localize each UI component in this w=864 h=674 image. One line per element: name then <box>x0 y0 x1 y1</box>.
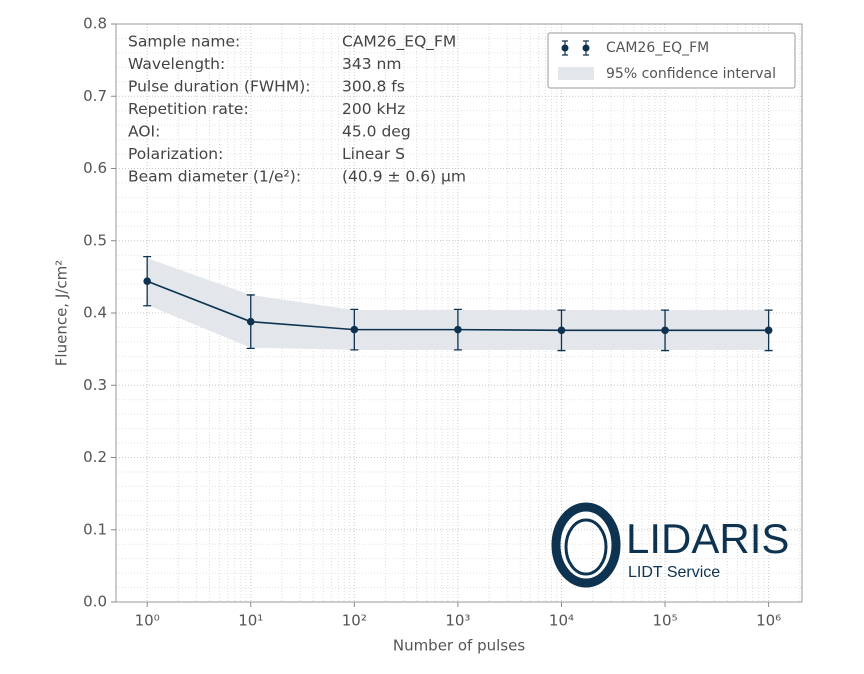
y-tick-label: 0.6 <box>83 159 107 177</box>
logo-name: LIDARIS <box>626 515 789 562</box>
data-point <box>764 326 773 335</box>
y-tick-label: 0.7 <box>83 87 107 105</box>
legend-swatch <box>558 67 594 80</box>
y-tick-label: 0.5 <box>83 231 107 249</box>
x-tick-label: 10¹ <box>238 612 263 630</box>
data-point <box>661 326 669 335</box>
plot-frame <box>115 23 803 603</box>
y-tick-label: 0.4 <box>83 304 107 322</box>
y-tick-label: 0.1 <box>83 520 107 538</box>
logo: LIDARIS LIDT Service <box>551 502 789 588</box>
y-tick-label: 0.2 <box>83 448 107 466</box>
x-tick-label: 10³ <box>445 612 470 630</box>
info-label: AOI: <box>128 123 160 141</box>
logo-ring <box>551 502 621 588</box>
info-value: 200 kHz <box>342 100 405 118</box>
info-value: CAM26_EQ_FM <box>342 33 456 52</box>
data-point <box>350 325 359 334</box>
x-axis-label: Number of pulses <box>393 637 525 655</box>
data-point <box>246 317 255 326</box>
info-label: Beam diameter (1/e²): <box>128 168 301 186</box>
logo-tagline: LIDT Service <box>628 564 720 581</box>
x-tick-label: 10² <box>342 612 367 630</box>
x-tick-label: 10⁶ <box>756 612 781 630</box>
confidence-band <box>147 258 769 350</box>
info-value: (40.9 ± 0.6) µm <box>342 168 466 186</box>
info-value: 45.0 deg <box>342 123 411 141</box>
legend-box <box>547 32 796 89</box>
info-value: 343 nm <box>342 55 401 73</box>
info-label: Sample name: <box>128 33 240 51</box>
info-value: 300.8 fs <box>342 78 405 96</box>
info-label: Repetition rate: <box>128 100 249 118</box>
legend-marker <box>561 44 569 52</box>
x-tick-label: 10⁵ <box>652 612 677 630</box>
legend-marker <box>582 44 590 52</box>
data-point <box>143 277 151 286</box>
info-value: Linear S <box>342 145 405 163</box>
y-tick-label: 0.0 <box>83 593 107 611</box>
info-label: Polarization: <box>128 145 223 163</box>
data-point <box>557 326 566 335</box>
data-point <box>454 325 462 334</box>
x-tick-label: 10⁰ <box>135 612 160 630</box>
x-tick-label: 10⁴ <box>549 612 574 630</box>
legend-label: 95% confidence interval <box>606 66 776 82</box>
y-tick-label: 0.3 <box>83 376 107 394</box>
logo-ring-inner <box>564 518 608 576</box>
y-tick-label: 0.8 <box>83 15 107 33</box>
info-label: Pulse duration (FWHM): <box>128 78 310 96</box>
legend-label: CAM26_EQ_FM <box>606 40 709 56</box>
info-label: Wavelength: <box>128 55 225 73</box>
y-axis-label: Fluence, J/cm² <box>53 260 71 366</box>
